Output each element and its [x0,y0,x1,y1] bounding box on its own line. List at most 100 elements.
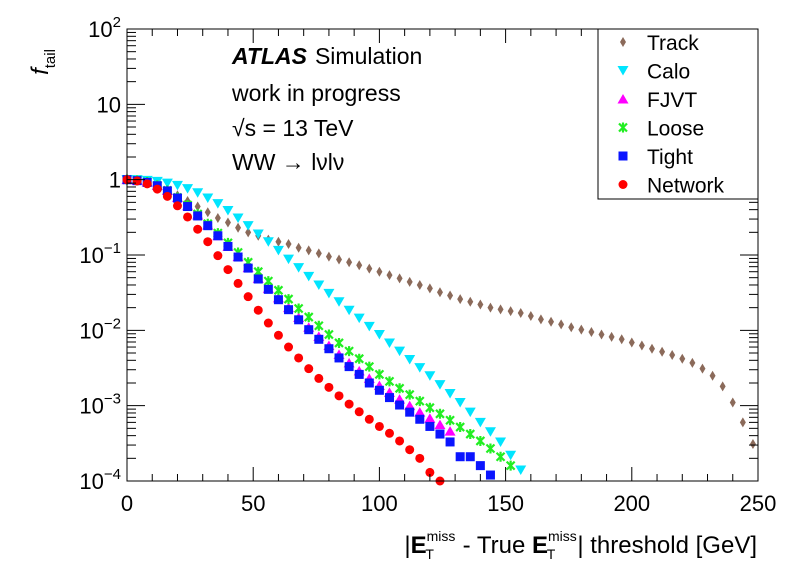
data-point-tight [465,452,475,462]
data-point-loose [485,443,496,454]
data-point-track [578,324,585,335]
data-point-track [709,370,716,381]
y-tick-label-exponent: −4 [104,466,121,483]
data-point-tight [425,421,435,431]
data-point-track [305,245,312,256]
data-point-track [487,302,494,313]
y-tick-label-base: 10 [79,318,103,343]
data-point-track [436,287,443,298]
data-point-track [315,248,322,259]
data-point-track [669,350,676,361]
legend-marker-fjvt [617,94,629,104]
data-point-network [253,305,263,315]
data-point-network [425,467,435,477]
data-point-track [568,322,575,333]
legend-entry-tight: Tight [618,146,693,169]
data-point-track [517,307,524,318]
data-point-tight [384,393,394,403]
data-point-network [263,318,273,328]
y-tick-label: 10−1 [79,240,121,268]
data-point-loose [435,408,445,419]
data-point-calo [272,245,284,256]
data-point-network [314,373,324,383]
data-point-tight [223,241,233,251]
data-point-tight [172,193,182,203]
data-point-calo [242,221,254,231]
data-point-calo [484,427,496,437]
data-point-track [336,254,343,265]
sqrt-s: √s [232,115,256,141]
data-point-calo [515,465,527,475]
legend-label-calo: Calo [647,61,690,84]
data-point-network [374,421,384,431]
data-point-loose [404,389,415,400]
data-point-network [162,191,172,201]
data-point-tight [162,186,172,196]
data-point-loose [445,415,455,426]
data-point-network [132,176,142,186]
data-point-loose [495,451,506,462]
y-tick-label-base: 10 [88,17,112,42]
data-point-track [224,217,231,228]
data-point-loose [364,361,375,372]
y-tick-label: 10−4 [79,466,121,494]
data-point-track [406,276,413,287]
data-point-track [204,207,211,218]
y-axis-label-main: f [27,66,54,75]
data-point-tight [415,414,425,424]
atlas-label: ATLAS Simulation [231,43,422,69]
data-point-calo [252,229,264,240]
data-point-network [243,292,253,302]
x-tick-label: 250 [740,491,777,516]
data-point-calo [495,437,507,447]
x-label-middle: - True [456,532,532,559]
data-point-loose [324,329,334,340]
data-point-loose [425,402,435,413]
data-point-tight [183,202,193,212]
y-tick-label-base: 10 [97,92,121,117]
data-point-network [415,453,425,463]
data-point-loose [283,294,294,305]
data-point-calo [363,321,375,332]
data-point-track [214,212,221,223]
data-point-track [497,304,504,315]
legend-label-loose: Loose [647,118,704,141]
data-point-track [467,296,474,307]
data-point-track [325,251,332,262]
data-point-network [284,342,294,352]
x-label-met: E [411,532,427,559]
legend-marker-tight [618,151,628,161]
series-network [122,175,445,486]
data-point-track [295,242,302,253]
data-point-calo [202,193,214,204]
data-point-calo [333,297,345,307]
data-point-loose [334,337,344,348]
data-point-calo [161,178,173,189]
data-point-track [477,299,484,310]
data-point-tight [314,334,324,344]
data-point-calo [343,305,355,316]
x-tick-label: 0 [121,491,133,516]
data-point-track [366,263,373,274]
data-point-track [749,438,756,449]
data-point-track [527,310,534,321]
data-point-calo [404,355,416,365]
data-point-track [376,266,383,277]
y-tick-label: 10 [97,92,121,117]
data-point-track [618,334,625,345]
data-point-loose [384,376,395,387]
data-point-tight [344,362,354,372]
data-point-tight [364,378,374,388]
energy-value: = 13 TeV [256,115,354,141]
legend-entry-network: Network [618,175,725,198]
data-point-tight [273,295,283,305]
series-tight [122,175,495,480]
data-point-tight [445,437,455,447]
x-tick-label: 100 [361,491,398,516]
data-point-calo [182,184,194,194]
data-point-network [172,201,182,211]
data-point-network [294,353,304,363]
data-point-track [457,294,464,305]
data-point-calo [474,417,486,428]
data-point-network [405,445,415,455]
